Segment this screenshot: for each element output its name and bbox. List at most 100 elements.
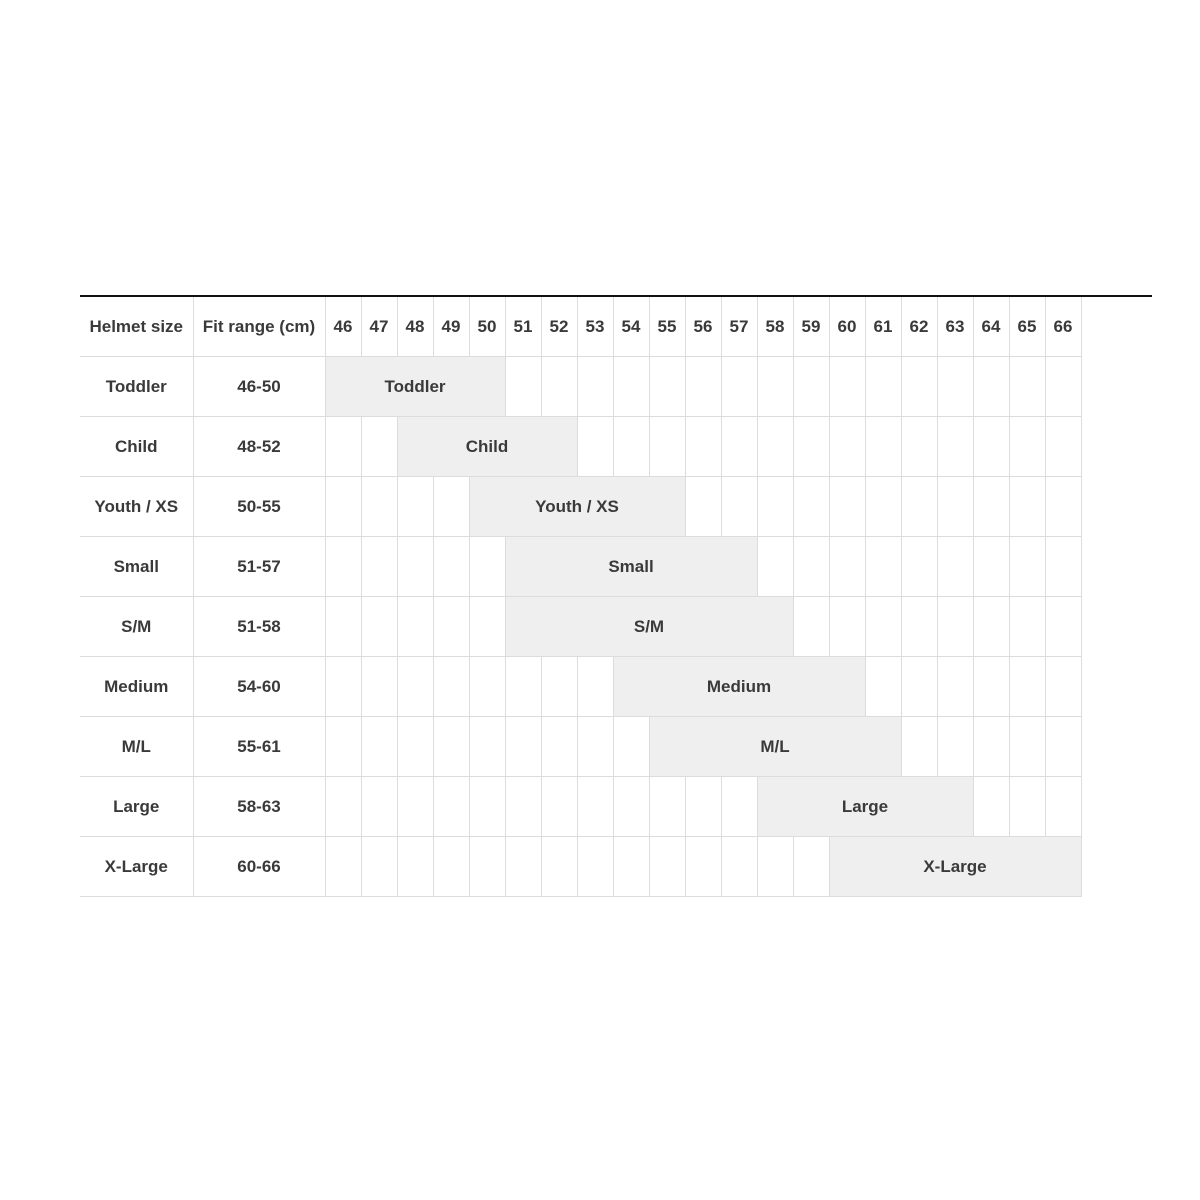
header-cell: 64 (972, 297, 1010, 357)
empty-cell (684, 836, 722, 897)
size-name: M/L (80, 716, 194, 777)
empty-cell (864, 536, 902, 597)
size-name: Large (80, 776, 194, 837)
empty-cell (936, 716, 974, 777)
empty-cell (1008, 776, 1046, 837)
empty-cell (1008, 356, 1046, 417)
fit-range: 51-57 (192, 536, 326, 597)
empty-cell (792, 836, 830, 897)
top-rule (80, 295, 1152, 297)
fit-span: Large (756, 776, 974, 837)
empty-cell (468, 656, 506, 717)
fit-range: 55-61 (192, 716, 326, 777)
empty-cell (396, 836, 434, 897)
empty-cell (360, 476, 398, 537)
empty-cell (936, 476, 974, 537)
empty-cell (720, 356, 758, 417)
fit-span: M/L (648, 716, 902, 777)
empty-cell (828, 476, 866, 537)
empty-cell (972, 476, 1010, 537)
empty-cell (324, 476, 362, 537)
fit-span: Small (504, 536, 758, 597)
empty-cell (792, 476, 830, 537)
empty-cell (828, 596, 866, 657)
empty-cell (684, 356, 722, 417)
empty-cell (576, 776, 614, 837)
size-row: Youth / XS 50-55 Youth / XS (80, 476, 1082, 537)
empty-cell (972, 356, 1010, 417)
header-cell: 62 (900, 297, 938, 357)
header-cell: Fit range (cm) (192, 297, 326, 357)
size-name: Toddler (80, 356, 194, 417)
empty-cell (432, 656, 470, 717)
fit-span: Toddler (324, 356, 506, 417)
size-name: Medium (80, 656, 194, 717)
empty-cell (324, 596, 362, 657)
empty-cell (1008, 476, 1046, 537)
empty-cell (576, 836, 614, 897)
empty-cell (540, 356, 578, 417)
empty-cell (936, 416, 974, 477)
empty-cell (396, 476, 434, 537)
empty-cell (900, 656, 938, 717)
empty-cell (864, 416, 902, 477)
empty-cell (972, 416, 1010, 477)
empty-cell (972, 596, 1010, 657)
header-row: Helmet size Fit range (cm) 46 47 48 49 50 51 52 5… (80, 297, 1082, 357)
empty-cell (432, 716, 470, 777)
size-row: Child 48-52 Child (80, 416, 1082, 477)
empty-cell (972, 716, 1010, 777)
empty-cell (396, 776, 434, 837)
fit-range: 51-58 (192, 596, 326, 657)
size-name: Youth / XS (80, 476, 194, 537)
header-cell: 48 (396, 297, 434, 357)
header-cell: 56 (684, 297, 722, 357)
size-row: S/M 51-58 S/M (80, 596, 1082, 657)
empty-cell (612, 776, 650, 837)
empty-cell (1008, 536, 1046, 597)
header-cell: 65 (1008, 297, 1046, 357)
fit-range: 48-52 (192, 416, 326, 477)
size-row: Large 58-63 Large (80, 776, 1082, 837)
header-cell: 60 (828, 297, 866, 357)
empty-cell (792, 416, 830, 477)
empty-cell (828, 416, 866, 477)
empty-cell (504, 656, 542, 717)
empty-cell (360, 716, 398, 777)
fit-span: Medium (612, 656, 866, 717)
empty-cell (720, 776, 758, 837)
empty-cell (432, 536, 470, 597)
size-chart: Helmet size Fit range (cm) 46 47 48 49 50 51 52 5… (80, 297, 1082, 897)
header-cell: 46 (324, 297, 362, 357)
header-cell: 50 (468, 297, 506, 357)
empty-cell (612, 836, 650, 897)
empty-cell (396, 656, 434, 717)
size-row: X-Large 60-66 X-Large (80, 836, 1082, 897)
size-name: X-Large (80, 836, 194, 897)
header-cell: 58 (756, 297, 794, 357)
empty-cell (900, 356, 938, 417)
empty-cell (1008, 716, 1046, 777)
size-name: S/M (80, 596, 194, 657)
empty-cell (936, 656, 974, 717)
empty-cell (324, 536, 362, 597)
header-cell: 55 (648, 297, 686, 357)
fit-range: 58-63 (192, 776, 326, 837)
header-cell: 53 (576, 297, 614, 357)
empty-cell (432, 476, 470, 537)
empty-cell (468, 716, 506, 777)
header-cell: 61 (864, 297, 902, 357)
empty-cell (576, 716, 614, 777)
empty-cell (540, 656, 578, 717)
empty-cell (792, 356, 830, 417)
empty-cell (864, 356, 902, 417)
empty-cell (1044, 536, 1082, 597)
empty-cell (504, 356, 542, 417)
empty-cell (828, 536, 866, 597)
empty-cell (468, 836, 506, 897)
empty-cell (1044, 596, 1082, 657)
empty-cell (1044, 356, 1082, 417)
empty-cell (540, 836, 578, 897)
empty-cell (792, 536, 830, 597)
empty-cell (360, 656, 398, 717)
